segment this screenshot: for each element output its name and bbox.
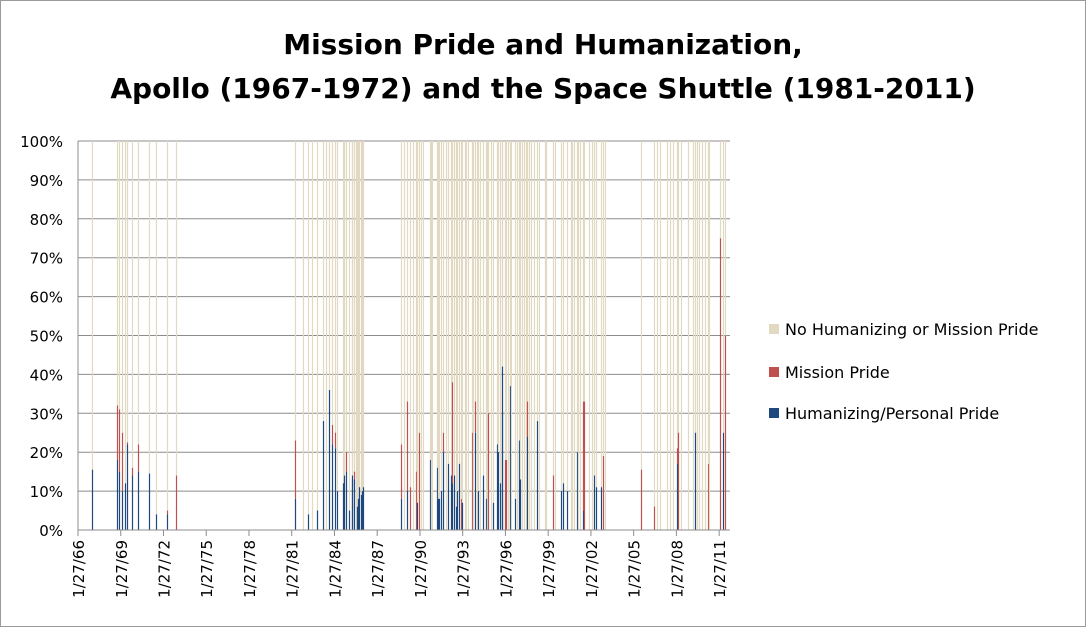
x-tick-label: 1/27/02 — [583, 540, 601, 598]
y-tick-label: 60% — [30, 289, 63, 307]
x-tick-label: 1/27/93 — [455, 540, 473, 598]
y-tick-label: 10% — [30, 483, 63, 501]
x-tick-label: 1/27/87 — [369, 540, 387, 598]
x-tick-label: 1/27/66 — [70, 540, 88, 598]
y-tick-label: 80% — [30, 211, 63, 229]
chart-title-line-2: Apollo (1967-1972) and the Space Shuttle… — [110, 72, 976, 105]
bars — [91, 141, 727, 530]
y-tick-label: 90% — [30, 172, 63, 190]
legend-swatch-no-humanizing — [769, 324, 779, 334]
legend-swatch-mission-pride — [769, 367, 779, 377]
x-tick-label: 1/27/72 — [155, 540, 173, 598]
legend-label-no-humanizing: No Humanizing or Mission Pride — [785, 319, 1039, 339]
x-tick-label: 1/27/78 — [241, 540, 259, 598]
y-tick-label: 100% — [20, 133, 63, 151]
axes: 0% 10% 20% 30% 40% 50% 60% 70% 80% 90% 100% 1/27/66… — [20, 133, 730, 598]
x-tick-label: 1/27/84 — [326, 540, 344, 598]
chart-title-line-1: Mission Pride and Humanization, — [283, 28, 803, 61]
x-tick-label: 1/27/96 — [497, 540, 515, 598]
legend-item-no-humanizing: No Humanizing or Mission Pride — [769, 319, 1038, 339]
x-tick-label: 1/27/08 — [668, 540, 686, 598]
x-tick-label: 1/27/81 — [284, 540, 302, 598]
y-tick-label: 40% — [30, 366, 63, 384]
x-tick-label: 1/27/90 — [412, 540, 430, 598]
y-tick-label: 50% — [30, 328, 63, 346]
x-tick-label: 1/27/75 — [198, 540, 216, 598]
y-tick-label: 20% — [30, 444, 63, 462]
y-tick-label: 0% — [39, 522, 63, 540]
x-tick-label: 1/27/99 — [540, 540, 558, 598]
x-tick-label: 1/27/69 — [113, 540, 131, 598]
legend-label-mission-pride: Mission Pride — [785, 362, 890, 382]
legend-item-mission-pride: Mission Pride — [769, 362, 890, 382]
legend-swatch-humanizing — [769, 408, 779, 418]
y-tick-label: 70% — [30, 250, 63, 268]
x-tick-label: 1/27/05 — [626, 540, 644, 598]
y-tick-label: 30% — [30, 405, 63, 423]
x-tick-label: 1/27/11 — [711, 540, 729, 598]
legend-label-humanizing: Humanizing/Personal Pride — [785, 403, 1000, 423]
legend-item-humanizing: Humanizing/Personal Pride — [769, 403, 999, 423]
